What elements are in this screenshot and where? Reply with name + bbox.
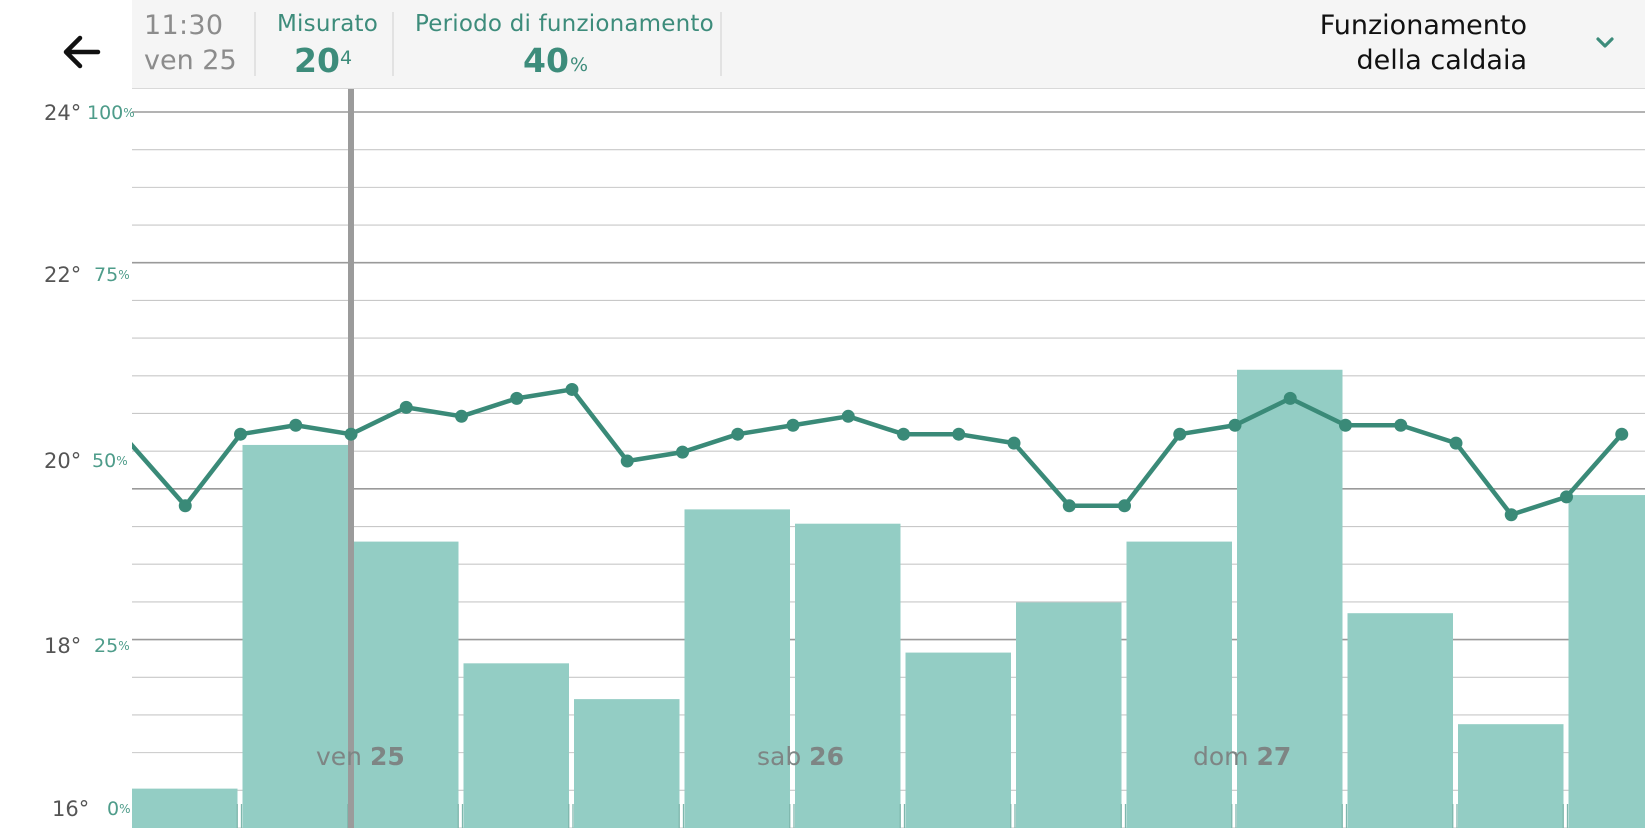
percent-tick-value: 100	[87, 102, 124, 124]
temperature-point	[234, 427, 247, 441]
temperature-point	[455, 409, 468, 423]
y-axis-panel	[0, 0, 132, 828]
temperature-point	[1560, 490, 1573, 504]
day-label: dom 27	[1193, 742, 1291, 772]
chevron-down-icon	[1596, 37, 1614, 48]
runtime-bar	[1126, 541, 1232, 828]
percent-tick-value: 25	[94, 635, 119, 657]
day-label-number: 25	[369, 742, 405, 771]
runtime-bar	[463, 663, 569, 828]
runtime-bars	[132, 369, 1645, 828]
temp-tick-label: 18°	[44, 634, 82, 658]
back-arrow-icon	[63, 35, 101, 69]
runtime-bar	[1347, 613, 1453, 828]
temp-tick-label: 16°	[52, 797, 90, 821]
percent-tick-unit: %	[116, 454, 128, 468]
temperature-point	[1504, 508, 1518, 522]
temperature-series-line	[128, 387, 1624, 517]
header-divider	[720, 12, 722, 76]
header-divider	[392, 12, 394, 76]
temperature-point	[620, 454, 634, 468]
temp-tick-label: 22°	[44, 263, 82, 287]
runtime-label: Periodo di funzionamento	[415, 11, 714, 37]
day-label-weekday: sab	[757, 742, 802, 771]
temperature-point	[1615, 427, 1629, 441]
day-label-weekday: dom	[1193, 742, 1249, 771]
temperature-point	[952, 427, 966, 441]
percent-tick-label: 50%	[92, 449, 128, 473]
percent-tick-label: 25%	[94, 634, 130, 658]
runtime-unit: %	[570, 54, 589, 76]
temperature-point	[565, 382, 579, 396]
percent-tick-label: 0%	[107, 797, 131, 821]
temp-tick-label: 20°	[44, 449, 82, 473]
temperature-point	[841, 409, 855, 423]
mode-dropdown-button[interactable]	[1588, 28, 1622, 58]
temperature-point	[1173, 427, 1187, 441]
runtime-bar	[1237, 369, 1343, 828]
runtime-bar	[1458, 724, 1564, 828]
temperature-point	[178, 499, 192, 513]
temperature-point	[1283, 391, 1297, 405]
percent-tick-value: 0	[107, 798, 120, 820]
runtime-bar	[1016, 602, 1122, 828]
runtime-value: 40	[523, 41, 569, 80]
runtime-bar	[353, 541, 459, 828]
runtime-bar	[242, 444, 348, 828]
day-label-weekday: ven	[316, 742, 363, 771]
runtime-bar	[905, 652, 1011, 828]
day-label-number: 26	[809, 742, 844, 771]
temperature-point	[1118, 499, 1131, 513]
temperature-point	[289, 418, 303, 432]
day-label: sab 26	[757, 742, 844, 772]
temperature-point	[731, 427, 745, 441]
day-label: ven 25	[316, 742, 405, 772]
x-tick-marks	[236, 804, 1569, 828]
percent-tick-unit: %	[119, 802, 131, 816]
temperature-point	[1449, 436, 1463, 450]
percent-tick-value: 75	[94, 264, 119, 286]
measured-decimal: 4	[340, 47, 353, 69]
temperature-point	[344, 427, 358, 441]
runtime-bar	[684, 509, 790, 828]
temperature-point	[1339, 418, 1352, 432]
measured-value: 20	[294, 41, 340, 80]
temperature-point	[676, 445, 689, 459]
header-bar	[132, 0, 1645, 89]
temperature-point	[1007, 436, 1021, 450]
measured-label: Misurato	[277, 11, 379, 37]
percent-tick-unit: %	[118, 639, 130, 653]
temperature-point	[786, 418, 800, 432]
temperature-point	[1394, 418, 1408, 432]
day-label-number: 27	[1256, 742, 1292, 771]
temperature-point	[1228, 418, 1242, 432]
mode-title-line2: della caldaia	[1356, 45, 1527, 76]
selected-time: 11:30	[144, 10, 224, 41]
percent-tick-unit: %	[123, 106, 135, 120]
percent-tick-label: 100%	[87, 101, 135, 125]
mode-title-line1: Funzionamento	[1319, 10, 1527, 41]
selected-date: ven 25	[144, 45, 237, 76]
temperature-line	[128, 382, 1629, 522]
runtime-bar	[1568, 495, 1645, 828]
temperature-point	[399, 400, 413, 414]
percent-tick-value: 50	[92, 450, 117, 472]
runtime-bar	[574, 699, 680, 828]
temperature-point	[1062, 499, 1076, 513]
temp-tick-label: 24°	[44, 101, 82, 125]
percent-tick-unit: %	[118, 268, 130, 282]
runtime-bar	[132, 788, 238, 828]
back-button[interactable]	[58, 28, 106, 76]
temperature-point	[510, 391, 524, 405]
percent-tick-label: 75%	[94, 263, 130, 287]
runtime-bar	[795, 523, 901, 828]
temperature-point	[897, 427, 910, 441]
header-divider	[254, 12, 256, 76]
mode-selector[interactable]: Funzionamento della caldaia	[1167, 8, 1527, 78]
